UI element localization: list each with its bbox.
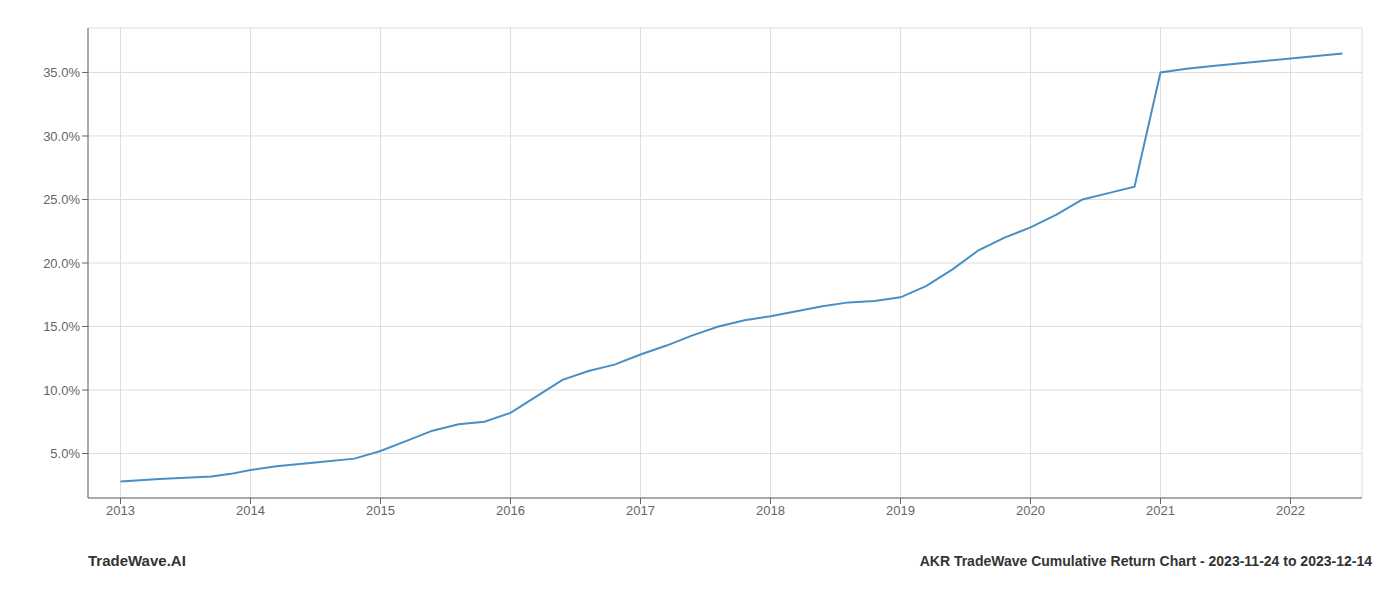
svg-text:15.0%: 15.0% [43, 319, 80, 334]
svg-text:2013: 2013 [106, 503, 135, 518]
svg-text:2020: 2020 [1016, 503, 1045, 518]
svg-text:2014: 2014 [236, 503, 265, 518]
svg-text:25.0%: 25.0% [43, 192, 80, 207]
svg-text:2017: 2017 [626, 503, 655, 518]
svg-text:2021: 2021 [1146, 503, 1175, 518]
svg-text:35.0%: 35.0% [43, 65, 80, 80]
html-text:TradeWave.AI: TradeWave.AI [88, 552, 186, 569]
svg-text:2015: 2015 [366, 503, 395, 518]
html-text:AKR TradeWave Cumulative Retur: AKR TradeWave Cumulative Return Chart - … [919, 553, 1372, 569]
svg-text:20.0%: 20.0% [43, 256, 80, 271]
svg-text:2022: 2022 [1276, 503, 1305, 518]
svg-text:2016: 2016 [496, 503, 525, 518]
svg-text:2018: 2018 [756, 503, 785, 518]
svg-text:2019: 2019 [886, 503, 915, 518]
svg-text:10.0%: 10.0% [43, 383, 80, 398]
svg-text:5.0%: 5.0% [50, 446, 80, 461]
svg-text:30.0%: 30.0% [43, 129, 80, 144]
